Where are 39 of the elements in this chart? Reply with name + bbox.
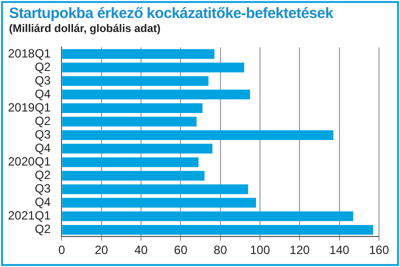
y-tick-label: 2018Q1 xyxy=(8,46,52,60)
bar xyxy=(62,62,244,72)
bar xyxy=(62,116,197,126)
x-tick-label: 0 xyxy=(58,243,66,258)
y-tick-label: 2020Q1 xyxy=(8,154,52,169)
bar xyxy=(62,90,250,100)
bar xyxy=(62,130,334,140)
y-tick-label: Q2 xyxy=(34,60,52,74)
y-tick-label: Q2 xyxy=(34,114,52,128)
x-tick-label: 160 xyxy=(368,243,390,258)
y-tick-label: Q4 xyxy=(34,140,52,155)
bar xyxy=(62,49,214,59)
bar xyxy=(62,170,204,181)
bar xyxy=(62,224,374,235)
bar xyxy=(62,211,354,222)
y-tick-label: Q2 xyxy=(34,222,52,236)
bar xyxy=(62,198,256,208)
bar xyxy=(62,103,203,113)
y-tick-label: 2021Q1 xyxy=(8,208,52,223)
bar xyxy=(62,144,212,154)
x-tick-label: 120 xyxy=(290,243,310,258)
bar xyxy=(62,157,199,168)
y-tick-label: Q3 xyxy=(34,127,52,142)
x-tick-label: 20 xyxy=(94,243,108,258)
chart-title: Startupokba érkező kockázatitőke-befektetések xyxy=(9,5,334,22)
x-tick-label: 60 xyxy=(174,243,188,258)
x-tick-label: 40 xyxy=(134,243,148,258)
y-tick-label: Q2 xyxy=(34,168,52,182)
x-tick-label: 100 xyxy=(250,243,270,258)
bar xyxy=(62,184,248,194)
chart-subtitle: (Milliárd dollár, globális adat) xyxy=(9,23,161,35)
x-tick-label: 80 xyxy=(214,243,228,258)
bar xyxy=(62,76,208,86)
y-tick-label: Q4 xyxy=(34,195,52,210)
y-tick-label: 2019Q1 xyxy=(8,100,52,114)
y-tick-label: Q4 xyxy=(34,86,52,101)
x-tick-label: 140 xyxy=(329,243,350,258)
y-tick-label: Q3 xyxy=(34,73,52,88)
y-tick-label: Q3 xyxy=(34,182,52,196)
